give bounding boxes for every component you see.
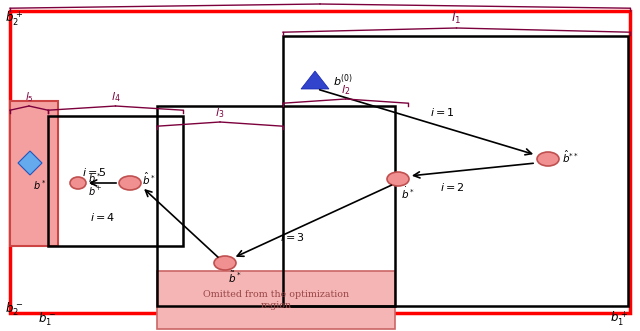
Ellipse shape xyxy=(537,152,559,166)
Text: $i=3$: $i=3$ xyxy=(280,231,305,243)
Text: Omitted from the optimization
region: Omitted from the optimization region xyxy=(203,290,349,310)
Bar xyxy=(283,36,628,306)
Text: $\bar{b}^+$: $\bar{b}^+$ xyxy=(88,184,102,198)
Text: $l_4$: $l_4$ xyxy=(111,90,120,104)
Text: $i=2$: $i=2$ xyxy=(440,181,465,193)
Text: $l_1$: $l_1$ xyxy=(451,10,461,26)
Bar xyxy=(48,116,183,246)
Text: $\hat{b}^*$: $\hat{b}^*$ xyxy=(142,171,156,187)
Bar xyxy=(157,106,395,306)
Text: $i=4$: $i=4$ xyxy=(90,211,115,223)
Text: $\hat{b}^{**}$: $\hat{b}^{**}$ xyxy=(562,149,579,165)
Text: $b_1^+$: $b_1^+$ xyxy=(610,309,628,328)
Polygon shape xyxy=(301,71,329,89)
Text: $b^*$: $b^*$ xyxy=(88,171,102,185)
Text: $l_0$: $l_0$ xyxy=(315,0,325,2)
Ellipse shape xyxy=(70,177,86,189)
Ellipse shape xyxy=(214,256,236,270)
Text: $b^{(0)}$: $b^{(0)}$ xyxy=(333,73,353,89)
Text: $b_2^-$: $b_2^-$ xyxy=(5,300,23,318)
Bar xyxy=(10,101,58,246)
Polygon shape xyxy=(18,151,42,175)
Text: $l_3$: $l_3$ xyxy=(215,106,225,120)
Text: $b_2^+$: $b_2^+$ xyxy=(5,10,23,28)
Ellipse shape xyxy=(387,172,409,186)
Text: $\dot{b}^*$: $\dot{b}^*$ xyxy=(401,185,415,201)
Text: $b^*$: $b^*$ xyxy=(33,178,47,192)
Text: $i=5$: $i=5$ xyxy=(82,166,107,178)
Text: $l_5$: $l_5$ xyxy=(24,90,33,104)
Text: $l_2$: $l_2$ xyxy=(341,83,350,97)
Text: $b_1^-$: $b_1^-$ xyxy=(38,310,56,328)
Bar xyxy=(157,271,395,329)
Text: $i=1$: $i=1$ xyxy=(430,106,454,118)
Ellipse shape xyxy=(119,176,141,190)
Text: $\tilde{b}^*$: $\tilde{b}^*$ xyxy=(228,269,241,285)
